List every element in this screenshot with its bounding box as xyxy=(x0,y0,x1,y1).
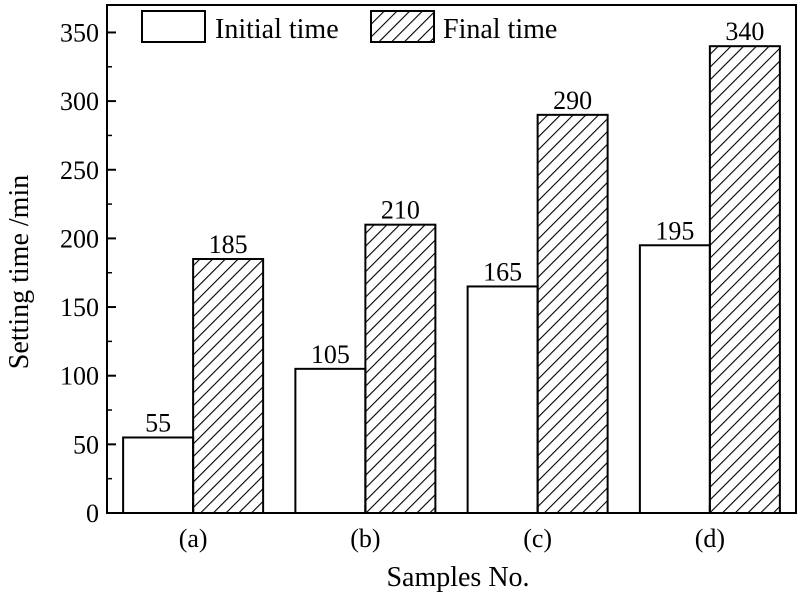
y-tick-label: 300 xyxy=(60,87,99,116)
y-axis-title: Setting time /min xyxy=(4,175,35,369)
y-tick-label: 200 xyxy=(60,224,99,253)
x-tick-label: (b) xyxy=(350,524,380,553)
y-tick-label: 0 xyxy=(86,499,99,528)
x-tick-label: (d) xyxy=(695,524,725,553)
y-tick-label: 100 xyxy=(60,362,99,391)
bar-value-label: 185 xyxy=(209,230,248,259)
bar-initial-time-2 xyxy=(294,367,367,514)
bar-initial-time-3 xyxy=(466,285,539,515)
bar-final-time-4 xyxy=(708,45,781,515)
bar-final-time-1 xyxy=(192,258,265,514)
x-axis-title: Samples No. xyxy=(386,562,529,593)
y-tick-label: 150 xyxy=(60,293,99,322)
x-tick-label: (c) xyxy=(523,524,552,553)
y-tick-label: 250 xyxy=(60,156,99,185)
bar-labels-layer: 55 185 105 210 165 290 195 340 xyxy=(145,17,764,437)
bar-value-label: 210 xyxy=(381,196,420,225)
legend-label-initial-time: Initial time xyxy=(215,14,339,45)
bar-value-label: 195 xyxy=(655,216,694,245)
bars-layer xyxy=(122,45,781,515)
plot-frame xyxy=(106,4,797,514)
bar-value-label: 55 xyxy=(145,408,171,437)
bar-initial-time-1 xyxy=(122,436,195,514)
x-tick-label: (a) xyxy=(179,524,208,553)
bar-final-time-3 xyxy=(536,113,609,515)
bar-value-label: 290 xyxy=(553,86,592,115)
bar-value-label: 340 xyxy=(725,17,764,46)
legend: Initial time Final time xyxy=(141,10,557,45)
y-tick-label: 350 xyxy=(60,18,99,47)
bar-value-label: 165 xyxy=(483,257,522,286)
bar-value-label: 105 xyxy=(311,340,350,369)
legend-label-final-time: Final time xyxy=(443,14,557,45)
y-tick-label: 50 xyxy=(73,430,99,459)
bar-final-time-2 xyxy=(364,223,437,514)
ticks-layer: (a) (b) (c) (d) 0 50 100 150 200 250 300 350 xyxy=(60,18,725,553)
bar-initial-time-4 xyxy=(638,244,711,514)
legend-swatch-initial-time xyxy=(141,10,206,43)
legend-swatch-final-time xyxy=(370,10,435,43)
